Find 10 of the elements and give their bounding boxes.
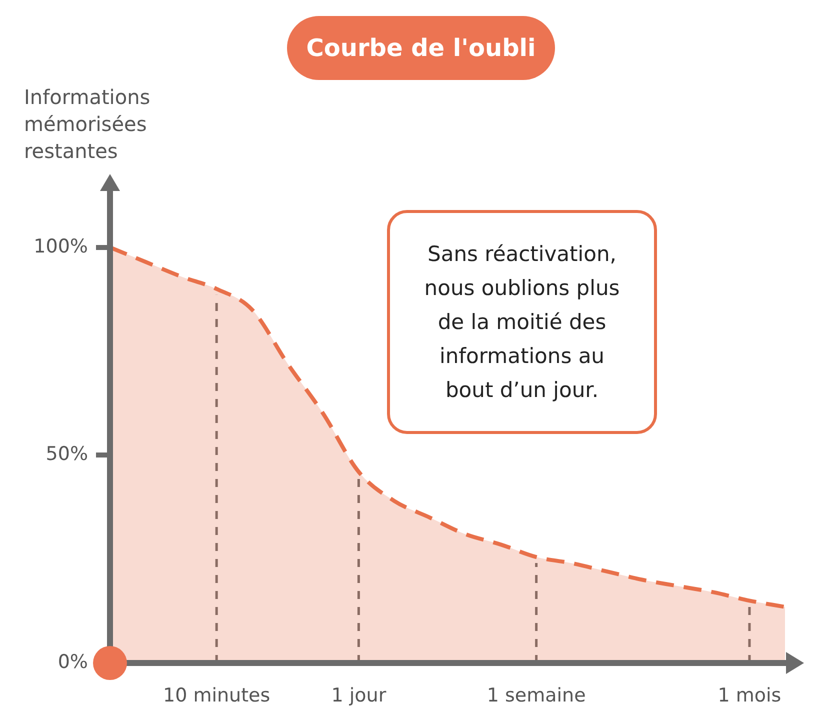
chart-title: Courbe de l'oubli — [287, 16, 555, 80]
x-tick-label: 1 jour — [331, 684, 386, 706]
x-tick-label: 1 mois — [718, 684, 782, 706]
y-tick-label: 0% — [58, 650, 88, 673]
y-tick-label: 50% — [46, 443, 88, 466]
x-tick-label: 10 minutes — [163, 684, 270, 706]
y-tick-label: 100% — [34, 235, 88, 258]
y-axis-title: Informations mémorisées restantes — [24, 84, 152, 165]
x-tick-label: 1 semaine — [486, 684, 586, 706]
annotation: Sans réactivation, nous oublions plus de la moitié des informations au bout d’un jour. — [387, 210, 657, 434]
